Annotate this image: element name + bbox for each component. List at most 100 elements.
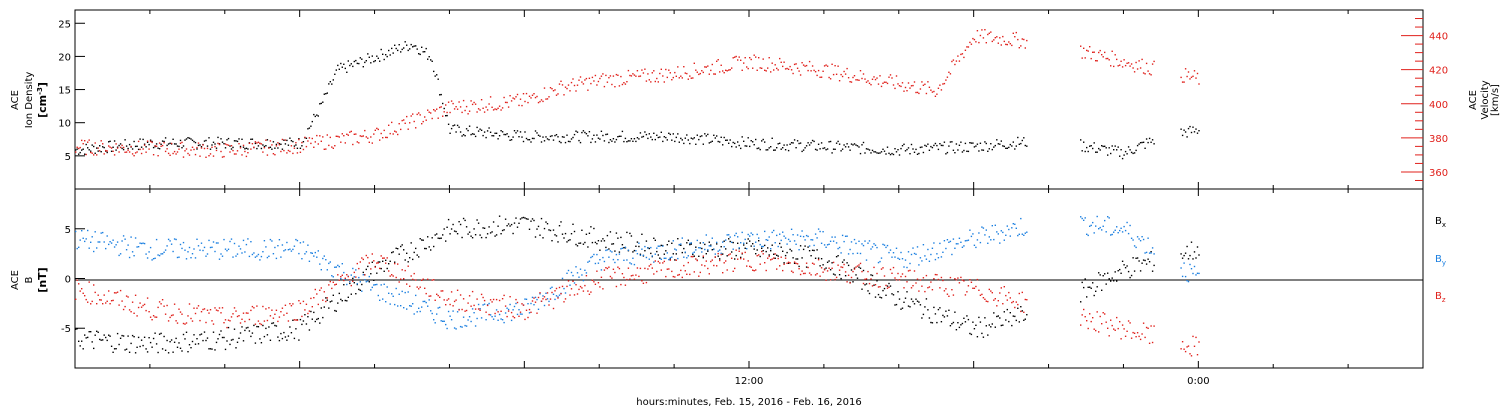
point-density <box>134 145 137 148</box>
point-bz <box>937 278 940 281</box>
point-density <box>356 62 358 65</box>
point-by <box>759 243 761 246</box>
point-velocity <box>771 62 773 64</box>
point-by <box>257 253 260 256</box>
point-density <box>1117 146 1119 148</box>
point-bx <box>1024 318 1026 320</box>
point-by <box>792 234 794 236</box>
point-bx <box>644 250 646 252</box>
point-by <box>828 243 830 245</box>
point-bx <box>807 246 809 248</box>
point-bx <box>334 309 336 312</box>
point-by <box>811 239 814 241</box>
point-by <box>266 256 269 259</box>
point-density <box>888 152 890 154</box>
point-bz <box>641 280 643 282</box>
point-velocity <box>361 135 363 138</box>
point-by <box>590 256 592 259</box>
point-density <box>139 138 141 140</box>
point-velocity <box>591 76 594 79</box>
point-velocity <box>492 109 495 111</box>
point-bx <box>961 322 964 325</box>
point-velocity <box>895 75 898 77</box>
point-bz <box>131 301 134 303</box>
point-bz <box>561 285 564 288</box>
point-density <box>735 146 737 148</box>
point-bx <box>530 220 532 222</box>
point-density <box>603 140 606 142</box>
point-density <box>212 141 215 143</box>
point-by <box>886 244 889 247</box>
point-density <box>826 148 829 150</box>
point-density <box>542 136 544 138</box>
point-by <box>269 238 272 241</box>
point-velocity <box>353 133 355 135</box>
point-bx <box>81 340 83 342</box>
point-bz <box>376 262 378 264</box>
point-density <box>662 140 664 143</box>
point-bx <box>877 293 880 296</box>
point-bx <box>591 241 594 244</box>
point-bz <box>585 275 588 277</box>
point-bx <box>838 274 841 276</box>
point-bz <box>199 319 201 322</box>
point-by <box>749 235 751 237</box>
point-bx <box>1093 294 1095 297</box>
point-bx <box>901 307 904 309</box>
point-density <box>388 49 390 52</box>
point-velocity <box>325 148 327 150</box>
point-density <box>513 130 516 132</box>
point-by <box>217 242 219 244</box>
point-by <box>428 299 430 301</box>
point-velocity <box>909 87 911 89</box>
point-bx <box>605 246 607 249</box>
point-density <box>626 141 628 143</box>
point-velocity <box>341 133 343 135</box>
point-velocity <box>115 143 117 145</box>
point-bz <box>549 298 552 300</box>
point-by <box>87 229 89 232</box>
point-density <box>921 146 923 148</box>
point-velocity <box>1198 83 1200 85</box>
point-bx <box>734 258 736 260</box>
point-by <box>868 240 871 242</box>
point-by <box>380 284 382 286</box>
point-density <box>605 133 607 136</box>
point-bx <box>476 219 478 221</box>
point-bz <box>600 276 603 278</box>
point-velocity <box>440 106 442 108</box>
point-by <box>88 247 90 249</box>
point-by <box>1198 272 1200 275</box>
point-velocity <box>337 135 339 138</box>
point-by <box>728 234 730 236</box>
point-velocity <box>169 154 171 156</box>
point-by <box>668 258 670 261</box>
point-velocity <box>495 108 498 111</box>
point-bz <box>647 268 649 270</box>
point-velocity <box>605 74 607 77</box>
point-bx <box>747 238 749 240</box>
point-velocity <box>954 63 956 66</box>
top-panel-frame <box>74 9 1424 190</box>
point-velocity <box>973 38 976 41</box>
point-bz <box>229 320 231 322</box>
point-density <box>990 143 992 145</box>
point-by <box>707 249 709 251</box>
point-bx <box>723 240 725 242</box>
point-density <box>534 130 537 132</box>
point-density <box>660 131 662 133</box>
point-velocity <box>817 69 820 72</box>
point-by <box>1145 251 1148 254</box>
point-by <box>1026 231 1028 233</box>
point-by <box>545 292 547 294</box>
point-bz <box>247 312 249 314</box>
point-density <box>945 153 947 155</box>
point-by <box>578 276 580 278</box>
point-velocity <box>606 81 609 83</box>
point-bz <box>988 288 990 291</box>
point-density <box>136 145 138 147</box>
point-velocity <box>939 84 941 86</box>
point-velocity <box>241 154 243 156</box>
point-velocity <box>1123 59 1125 61</box>
point-velocity <box>940 89 943 91</box>
